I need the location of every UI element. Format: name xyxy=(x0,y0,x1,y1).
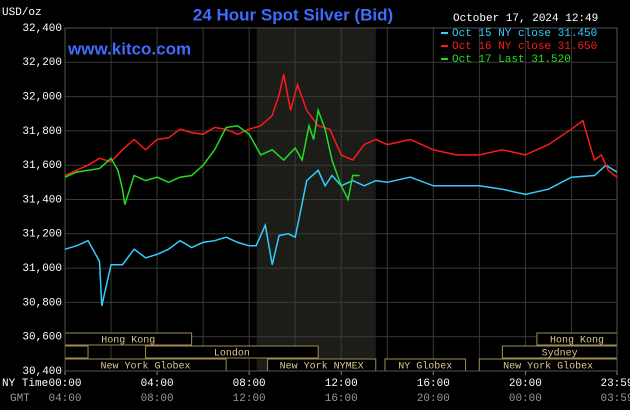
y-tick-label: 31,200 xyxy=(22,229,62,241)
gmt-tick-label: 04:00 xyxy=(48,393,81,405)
gmt-tick-label: 00:00 xyxy=(509,393,542,405)
x-row-label: NY Time xyxy=(2,378,48,390)
y-tick-label: 31,600 xyxy=(22,160,62,172)
x-tick-label: 23:59 xyxy=(600,378,630,390)
y-tick-label: 31,000 xyxy=(22,263,62,275)
gmt-tick-label: 08:00 xyxy=(141,393,174,405)
x-tick-label: 12:00 xyxy=(325,378,358,390)
y-tick-label: 30,600 xyxy=(22,332,62,344)
session-bar xyxy=(145,345,319,359)
session-bar xyxy=(64,345,89,359)
y-unit: USD/oz xyxy=(2,7,42,19)
legend-label: Oct 17 Last 31.520 xyxy=(452,54,571,66)
x-row-label: GMT xyxy=(10,393,30,405)
x-tick-label: 20:00 xyxy=(509,378,542,390)
session-label: New York Globex xyxy=(101,361,191,373)
legend-label: Oct 15 NY close 31.450 xyxy=(452,28,597,40)
y-tick-label: 32,000 xyxy=(22,92,62,104)
session-label: NY Globex xyxy=(398,361,452,373)
timestamp: October 17, 2024 12:49 xyxy=(453,13,598,25)
series-line xyxy=(64,164,618,306)
gmt-tick-label: 20:00 xyxy=(417,393,450,405)
x-tick-label: 08:00 xyxy=(233,378,266,390)
website: www.kitco.com xyxy=(67,39,191,58)
y-tick-label: 31,400 xyxy=(22,194,62,206)
legend-label: Oct 16 NY close 31.650 xyxy=(452,41,597,53)
plot-frame xyxy=(64,27,618,372)
series-line xyxy=(64,74,618,178)
series-line xyxy=(64,107,360,205)
gmt-tick-label: 16:00 xyxy=(325,393,358,405)
y-tick-label: 30,400 xyxy=(22,366,62,378)
session-label: London xyxy=(214,348,250,360)
gmt-tick-label: 12:00 xyxy=(233,393,266,405)
y-tick-label: 32,400 xyxy=(22,23,62,35)
session-label: Hong Kong xyxy=(550,336,604,347)
y-tick-label: 31,800 xyxy=(22,126,62,138)
gmt-tick-label: 03:59 xyxy=(600,393,630,405)
session-label: New York NYMEX xyxy=(280,361,364,373)
x-tick-label: 16:00 xyxy=(417,378,450,390)
session-label: New York Globex xyxy=(503,361,593,373)
y-tick-label: 30,800 xyxy=(22,297,62,309)
session-label: Sydney xyxy=(542,348,578,360)
chart-title: 24 Hour Spot Silver (Bid) xyxy=(193,5,393,24)
session-label: Hong Kong xyxy=(101,336,155,347)
x-tick-label: 04:00 xyxy=(141,378,174,390)
x-tick-label: 00:00 xyxy=(48,378,81,390)
y-tick-label: 32,200 xyxy=(22,57,62,69)
